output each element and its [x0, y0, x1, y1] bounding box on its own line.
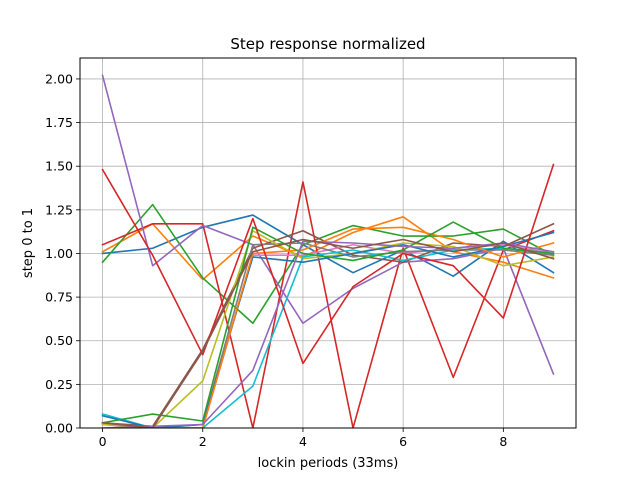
- x-tick-label: 8: [499, 434, 507, 449]
- y-tick-label: 0.25: [45, 377, 73, 392]
- x-tick-label: 4: [299, 434, 307, 449]
- plot-frame: [79, 57, 577, 429]
- series-line-10: [101, 247, 555, 428]
- chart-title: Step response normalized: [230, 35, 425, 53]
- y-tick-label: 0.00: [45, 421, 73, 436]
- series-line-14: [101, 163, 555, 365]
- series-line-15: [101, 240, 555, 428]
- y-tick-label: 2.00: [45, 71, 73, 86]
- y-tick-label: 0.75: [45, 290, 73, 305]
- y-tick-label: 0.50: [45, 333, 73, 348]
- series-line-1: [101, 214, 555, 277]
- series-lines: [101, 74, 555, 428]
- series-line-12: [101, 226, 555, 428]
- x-ticks: 0 2 4 6 8: [99, 428, 507, 449]
- series-line-6: [101, 222, 555, 428]
- y-tick-label: 1.00: [45, 246, 73, 261]
- y-axis-label: step 0 to 1: [21, 208, 36, 278]
- x-tick-label: 6: [399, 434, 407, 449]
- x-tick-label: 2: [199, 434, 207, 449]
- y-tick-label: 1.75: [45, 115, 73, 130]
- y-tick-label: 1.25: [45, 202, 73, 217]
- series-line-9: [101, 229, 555, 428]
- y-ticks: 0.00 0.25 0.50 0.75 1.00 1.25 1.50 1.75 2.00: [45, 71, 80, 436]
- series-line-2: [101, 216, 555, 281]
- series-line-3: [101, 203, 555, 325]
- series-line-5: [101, 74, 555, 375]
- x-tick-label: 0: [99, 434, 107, 449]
- y-tick-label: 1.50: [45, 159, 73, 174]
- x-axis-label: lockin periods (33ms): [258, 456, 399, 471]
- series-line-16: [101, 238, 555, 428]
- series-line-13: [101, 221, 555, 424]
- series-line-11: [101, 231, 555, 428]
